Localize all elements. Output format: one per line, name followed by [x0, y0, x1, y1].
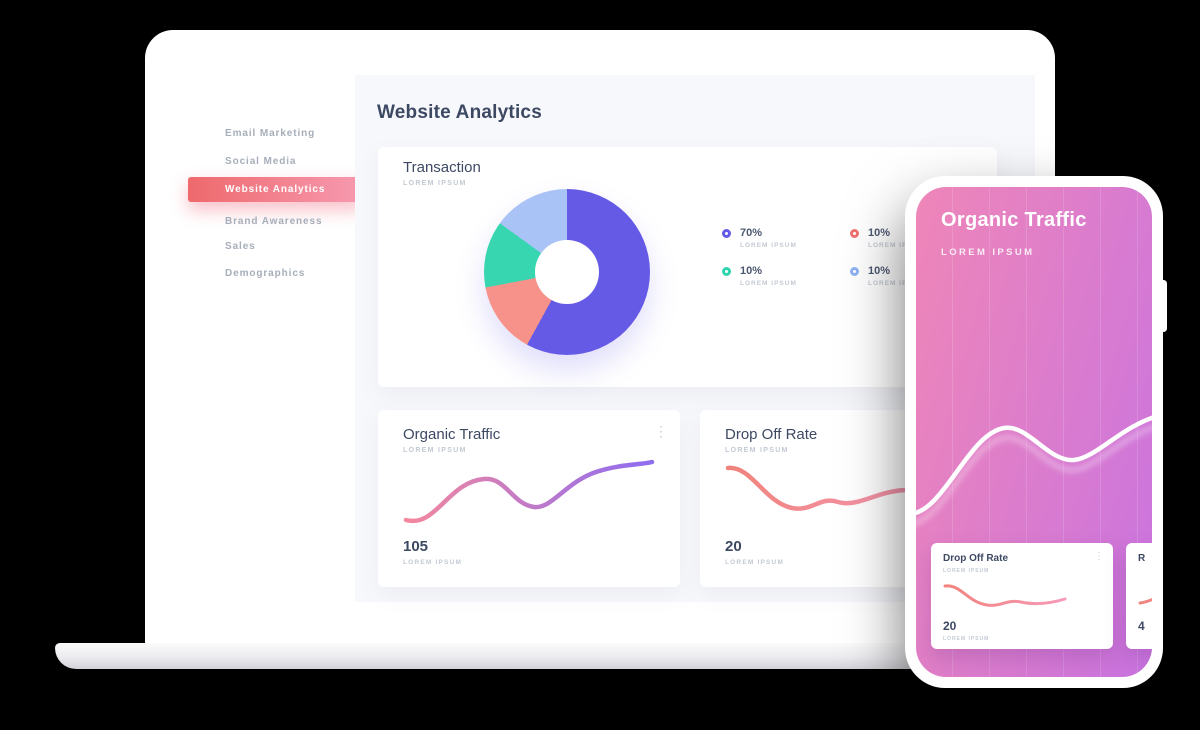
metric-value: 105 [403, 538, 429, 555]
legend-item: 10% LOREM IPSUM [850, 265, 978, 303]
legend-label: LOREM IPSUM [868, 242, 925, 250]
card-title: Transaction [403, 159, 481, 176]
sidebar-item-website-analytics[interactable]: Website Analytics [188, 177, 364, 202]
legend-ring [850, 267, 859, 276]
phone-screen: Organic Traffic LOREM IPSUM Drop Off Rat… [916, 187, 1152, 677]
phone-subtitle: LOREM IPSUM [941, 247, 1035, 258]
card-title: Drop Off Rate [725, 426, 818, 443]
phone-frame: Organic Traffic LOREM IPSUM Drop Off Rat… [905, 176, 1167, 688]
legend-ring [850, 229, 859, 238]
legend-item: 10% LOREM IPSUM [722, 265, 850, 303]
donut-legend: 70% LOREM IPSUM 10% LOREM IPSUM 10% LO [722, 227, 978, 303]
kebab-menu-icon[interactable]: ⋮ [1094, 551, 1104, 562]
organic-traffic-line-chart [403, 459, 655, 524]
metric-label: LOREM IPSUM [403, 559, 463, 566]
card-title: Organic Traffic [403, 426, 501, 443]
card-subtitle: LOREM IPSUM [403, 447, 467, 454]
metric-label: LOREM IPSUM [725, 559, 785, 566]
card-title: Drop Off Rate [943, 553, 1008, 564]
sidebar-item-brand-awareness[interactable]: Brand Awareness [225, 216, 323, 227]
card-subtitle: LOREM IPSUM [943, 568, 990, 574]
donut-chart [484, 189, 650, 355]
legend-value: 10% [868, 227, 891, 239]
card-subtitle: LOREM IPSUM [725, 447, 789, 454]
phone-mini-line-chart [943, 584, 1067, 607]
legend-label: LOREM IPSUM [740, 280, 797, 288]
legend-item: 70% LOREM IPSUM [722, 227, 850, 265]
phone-partial-card: R 4 [1126, 543, 1152, 649]
metric-value: 20 [725, 538, 742, 555]
legend-ring [722, 229, 731, 238]
phone-line-chart [916, 415, 1152, 526]
sidebar-item-email-marketing[interactable]: Email Marketing [225, 128, 316, 139]
phone-side-button [1160, 280, 1167, 332]
page-title: Website Analytics [377, 102, 542, 123]
laptop-frame: Email Marketing Social Media Website Ana… [145, 30, 1055, 645]
sidebar-item-social-media[interactable]: Social Media [225, 156, 297, 167]
legend-value: 70% [740, 227, 763, 239]
legend-label: LOREM IPSUM [740, 242, 797, 250]
legend-item: 10% LOREM IPSUM [850, 227, 978, 265]
legend-label: LOREM IPSUM [868, 280, 925, 288]
legend-value: 10% [868, 265, 891, 277]
metric-value: 20 [943, 619, 957, 633]
legend-value: 10% [740, 265, 763, 277]
organic-traffic-card: Organic Traffic LOREM IPSUM ⋮ 105 LOREM … [378, 410, 680, 587]
sidebar-item-demographics[interactable]: Demographics [225, 268, 306, 279]
sidebar-item-sales[interactable]: Sales [225, 241, 256, 252]
phone-drop-off-card: Drop Off Rate LOREM IPSUM ⋮ 20 LOREM IPS… [931, 543, 1113, 649]
metric-value: 4 [1138, 619, 1145, 633]
phone-mini-line-chart [1138, 597, 1152, 605]
metric-label: LOREM IPSUM [943, 636, 990, 642]
phone-title: Organic Traffic [941, 209, 1087, 231]
card-subtitle: LOREM IPSUM [403, 180, 467, 187]
transaction-card: Transaction LOREM IPSUM 70% LOREM IPSUM … [378, 147, 997, 387]
card-title: R [1138, 553, 1146, 564]
donut-hole [535, 240, 599, 304]
kebab-menu-icon[interactable]: ⋮ [654, 423, 668, 439]
legend-ring [722, 267, 731, 276]
